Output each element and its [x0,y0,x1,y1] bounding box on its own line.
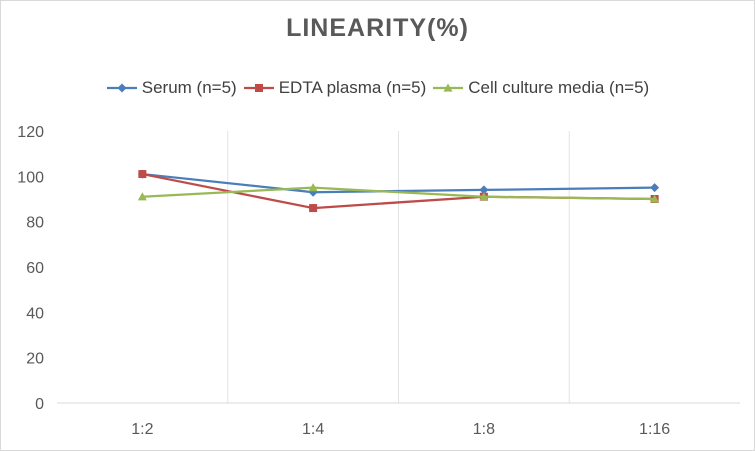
y-tick-label: 60 [26,260,44,277]
y-tick-label: 100 [17,169,44,186]
y-tick-label: 40 [26,305,44,322]
legend-item-1: Serum (n=5) [106,78,237,98]
data-point-series-3 [479,192,489,201]
data-point-series-3 [650,194,660,203]
legend-label: Cell culture media (n=5) [468,78,650,97]
legend-item-2: EDTA plasma (n=5) [243,78,427,98]
x-tick-label: 1:16 [639,421,670,438]
legend-label: Serum (n=5) [141,78,237,97]
series-line-3 [142,186,655,201]
data-point-series-1 [650,183,660,193]
x-tick-label: 1:4 [302,421,324,438]
data-point-series-2 [309,204,318,213]
data-point-series-1 [479,185,489,195]
legend-swatch-1 [106,83,137,93]
legend-swatch-3 [433,83,464,92]
data-point-series-3 [308,183,318,192]
legend-label: EDTA plasma (n=5) [278,78,427,97]
y-tick-label: 120 [17,124,44,141]
y-tick-label: 20 [26,351,44,368]
x-tick-label: 1:8 [473,421,495,438]
chart-legend: Serum (n=5) EDTA plasma (n=5) Cell culture… [0,78,755,98]
y-tick-label: 0 [35,396,44,413]
legend-swatch-2 [243,84,274,92]
legend-item-3: Cell culture media (n=5) [432,78,649,98]
series-line-1 [142,172,655,194]
x-tick-label: 1:2 [131,421,153,438]
y-tick-label: 80 [26,215,44,232]
data-point-series-3 [137,192,147,201]
chart-title: LINEARITY(%) [286,14,469,42]
data-point-series-2 [138,170,147,179]
